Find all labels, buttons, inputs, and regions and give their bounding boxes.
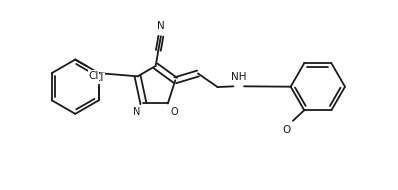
Text: N: N bbox=[133, 107, 141, 116]
Text: Cl: Cl bbox=[94, 73, 104, 83]
Text: NH: NH bbox=[230, 72, 246, 82]
Text: N: N bbox=[157, 21, 165, 31]
Text: O: O bbox=[283, 125, 291, 135]
Text: O: O bbox=[170, 107, 178, 116]
Text: Cl: Cl bbox=[89, 71, 99, 81]
